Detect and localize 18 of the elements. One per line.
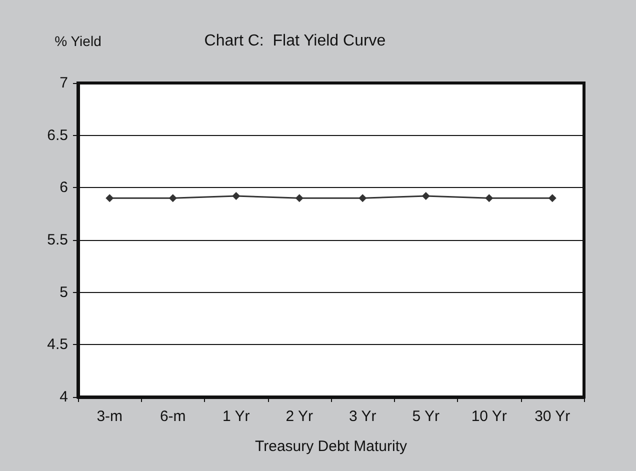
y-axis-title: % Yield [54,33,102,49]
y-tick-label: 6 [60,179,68,196]
y-tick-label: 6.5 [47,126,68,144]
x-tick-label: 6-m [160,408,186,425]
x-tick-label: 3 Yr [349,408,376,425]
y-tick-label: 5 [60,284,68,301]
y-tick-label: 4 [60,388,68,406]
x-tick-label: 10 Yr [471,408,507,425]
chart-title: Chart C: Flat Yield Curve [204,32,386,50]
x-tick-label: 30 Yr [534,408,570,425]
x-tick-label: 1 Yr [222,408,250,425]
x-tick-label: 5 Yr [412,408,440,425]
x-axis-title: Treasury Debt Maturity [255,438,408,455]
y-tick-label: 5.5 [47,232,68,248]
y-tick-label: 7 [60,74,68,92]
y-tick-label: 4.5 [47,336,68,354]
x-tick-label: 2 Yr [286,408,313,425]
x-tick-label: 3-m [96,408,123,425]
